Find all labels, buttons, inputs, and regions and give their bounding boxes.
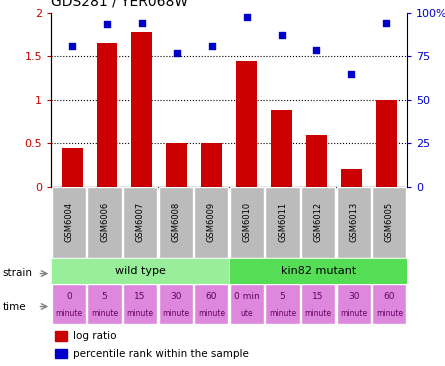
Text: minute: minute (269, 309, 296, 318)
Bar (55, 332, 67, 341)
Text: 5: 5 (102, 292, 107, 301)
Text: wild type: wild type (115, 266, 166, 276)
Text: GSM6005: GSM6005 (385, 202, 394, 242)
Bar (266, 187, 299, 258)
Bar (236, 61, 257, 187)
Bar (194, 187, 228, 258)
Text: ute: ute (241, 309, 253, 318)
Text: minute: minute (56, 309, 82, 318)
Bar (306, 134, 327, 187)
Point (69, 43, 76, 49)
Point (173, 50, 180, 56)
Bar (341, 169, 362, 187)
Bar (51, 258, 229, 284)
Bar (271, 110, 292, 187)
Text: 15: 15 (134, 292, 146, 301)
Bar (159, 284, 193, 324)
Bar (372, 187, 406, 258)
Bar (159, 187, 193, 258)
Text: minute: minute (305, 309, 332, 318)
Bar (376, 100, 396, 187)
Bar (131, 32, 152, 187)
Point (383, 20, 390, 26)
Bar (52, 284, 86, 324)
Text: time: time (2, 302, 26, 312)
Text: 60: 60 (384, 292, 395, 301)
Text: GSM6007: GSM6007 (136, 202, 145, 242)
Text: 0: 0 (66, 292, 72, 301)
Bar (194, 284, 228, 324)
Text: minute: minute (91, 309, 118, 318)
Bar (229, 258, 407, 284)
Bar (337, 187, 371, 258)
Bar (123, 284, 157, 324)
Text: GSM6010: GSM6010 (243, 202, 251, 242)
Bar (201, 143, 222, 187)
Text: 15: 15 (312, 292, 324, 301)
Bar (88, 284, 121, 324)
Text: minute: minute (198, 309, 225, 318)
Bar (52, 187, 86, 258)
Bar (230, 284, 264, 324)
Text: GSM6009: GSM6009 (207, 202, 216, 242)
Text: GSM6008: GSM6008 (171, 202, 180, 242)
Point (208, 43, 215, 49)
Bar (62, 147, 83, 187)
Text: strain: strain (2, 268, 32, 278)
Text: GSM6011: GSM6011 (278, 202, 287, 242)
Bar (372, 284, 406, 324)
Text: kin82 mutant: kin82 mutant (280, 266, 356, 276)
Text: GSM6013: GSM6013 (349, 202, 358, 242)
Point (138, 20, 146, 26)
Point (313, 47, 320, 53)
Text: 5: 5 (280, 292, 285, 301)
Bar (230, 187, 264, 258)
Bar (88, 187, 121, 258)
Bar (123, 187, 157, 258)
Text: 60: 60 (206, 292, 217, 301)
Bar (166, 143, 187, 187)
Point (103, 21, 110, 27)
Bar (301, 187, 335, 258)
Text: 30: 30 (348, 292, 360, 301)
Bar (266, 284, 299, 324)
Text: GSM6004: GSM6004 (65, 202, 73, 242)
Text: minute: minute (340, 309, 367, 318)
Point (243, 14, 250, 20)
Point (278, 31, 285, 37)
Text: minute: minute (376, 309, 403, 318)
Text: log ratio: log ratio (73, 331, 116, 341)
Text: minute: minute (127, 309, 154, 318)
Text: GDS281 / YER068W: GDS281 / YER068W (51, 0, 188, 9)
Text: GSM6012: GSM6012 (314, 202, 323, 242)
Bar (301, 284, 335, 324)
Text: 0 min: 0 min (234, 292, 260, 301)
Text: percentile rank within the sample: percentile rank within the sample (73, 349, 248, 359)
Bar (337, 284, 371, 324)
Text: GSM6006: GSM6006 (100, 202, 109, 242)
Text: minute: minute (162, 309, 189, 318)
Point (348, 71, 355, 76)
Bar (55, 349, 67, 358)
Bar (97, 43, 117, 187)
Text: 30: 30 (170, 292, 182, 301)
